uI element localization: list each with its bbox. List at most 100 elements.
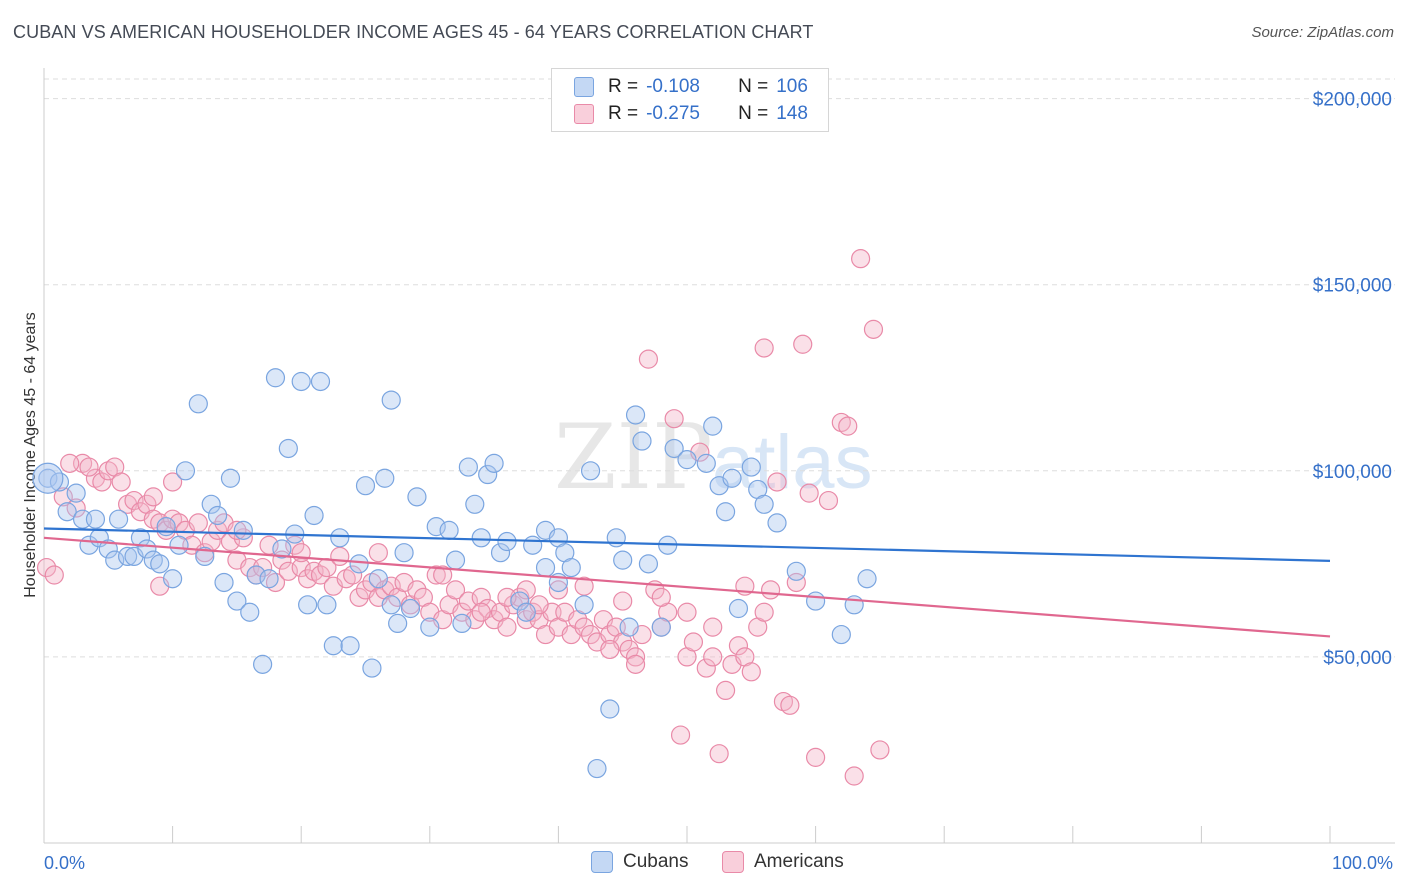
source-label: Source: ZipAtlas.com <box>1251 24 1394 41</box>
cuban-point <box>651 617 671 637</box>
cuban-point <box>696 453 716 473</box>
cubans-trend-line <box>43 527 1331 562</box>
cuban-point <box>117 546 138 567</box>
y-tick-label: $100,000 <box>1313 462 1392 483</box>
cuban-point <box>208 505 228 526</box>
legend-n-label: N = <box>738 103 769 124</box>
cuban-point <box>420 617 440 637</box>
american-point <box>298 569 318 589</box>
y-tick-label: $50,000 <box>1323 648 1392 669</box>
cuban-point <box>105 550 125 570</box>
american-point <box>728 636 749 656</box>
legend-r-value-cubans: -0.108 <box>646 76 700 97</box>
cuban-point <box>98 539 118 559</box>
cuban-point <box>580 461 601 481</box>
american-point <box>818 490 839 511</box>
american-point <box>703 617 723 637</box>
cuban-point <box>195 546 215 567</box>
cuban-point <box>831 624 851 645</box>
watermark-atlas: atlas <box>712 420 873 505</box>
american-point <box>664 409 684 429</box>
y-tick-label: $200,000 <box>1313 90 1392 111</box>
cuban-point <box>703 416 723 436</box>
american-point <box>838 416 858 436</box>
american-point <box>349 587 369 607</box>
american-point <box>143 487 163 507</box>
cuban-point <box>169 535 189 555</box>
american-point <box>651 587 671 607</box>
legend-r-value-americans: -0.275 <box>646 103 700 124</box>
legend-item-americans[interactable]: Americans <box>722 851 844 873</box>
american-point <box>330 546 350 567</box>
americans-points <box>36 249 890 786</box>
american-point <box>613 591 633 611</box>
american-point <box>754 338 774 358</box>
cuban-point <box>349 554 369 574</box>
cuban-point <box>304 505 324 526</box>
cuban-point <box>471 528 491 548</box>
cuban-point <box>600 699 620 719</box>
cuban-point <box>291 371 311 392</box>
american-point <box>426 565 446 585</box>
cuban-point <box>484 453 504 473</box>
legend-item-cubans[interactable]: Cubans <box>591 851 689 873</box>
americans-trend-line <box>43 536 1331 638</box>
cuban-point <box>57 502 77 522</box>
cubans-swatch <box>591 851 613 873</box>
american-point <box>638 349 659 369</box>
cuban-point <box>426 517 446 537</box>
american-point <box>793 334 813 354</box>
cuban-point <box>619 617 639 637</box>
legend-n-label: N = <box>738 76 769 97</box>
cuban-point <box>317 595 337 615</box>
legend-r-label: R = <box>608 103 639 124</box>
american-point <box>497 617 517 637</box>
watermark-zip: ZIP <box>554 405 713 510</box>
cuban-point <box>253 654 273 674</box>
american-point <box>715 680 736 701</box>
american-point <box>741 662 761 682</box>
legend-n-value-cubans: 106 <box>776 76 808 97</box>
x-tick-max: 100.0% <box>1331 853 1393 873</box>
american-point <box>458 591 478 611</box>
american-point <box>278 561 298 581</box>
cuban-point <box>278 438 298 459</box>
cuban-point <box>330 528 350 548</box>
american-point <box>780 695 800 715</box>
american-point <box>670 725 691 745</box>
american-point <box>625 647 646 667</box>
american-point <box>471 587 491 607</box>
cuban-point <box>188 394 208 414</box>
cuban-point <box>638 554 659 574</box>
american-point <box>805 747 826 767</box>
american-point <box>310 565 331 585</box>
y-tick-labels: $50,000 $100,000 $150,000 $200,000 <box>1313 90 1392 669</box>
cuban-point <box>227 591 247 611</box>
americans-swatch <box>722 851 744 873</box>
legend-row-cubans: R = -0.108 N = 106 <box>574 75 808 99</box>
cuban-point <box>233 520 253 540</box>
american-point <box>53 487 73 507</box>
american-point <box>36 557 57 578</box>
american-point <box>574 576 594 596</box>
cuban-point <box>362 658 382 678</box>
cuban-point <box>381 390 401 410</box>
american-point <box>600 639 620 660</box>
series-legend: Cubans Americans <box>0 851 1406 877</box>
american-point <box>799 483 819 503</box>
american-point <box>445 580 466 600</box>
cuban-point <box>574 595 594 615</box>
cuban-point <box>108 509 129 529</box>
cuban-point <box>156 517 176 537</box>
cuban-point <box>201 494 221 514</box>
cuban-point <box>340 636 360 656</box>
cuban-point <box>400 598 421 619</box>
cuban-point <box>298 595 318 615</box>
cuban-point <box>375 468 395 488</box>
american-point <box>677 602 697 622</box>
cuban-point <box>66 483 86 503</box>
american-point <box>580 624 601 645</box>
american-point <box>625 654 646 674</box>
american-point <box>709 744 729 764</box>
american-point <box>516 580 536 600</box>
